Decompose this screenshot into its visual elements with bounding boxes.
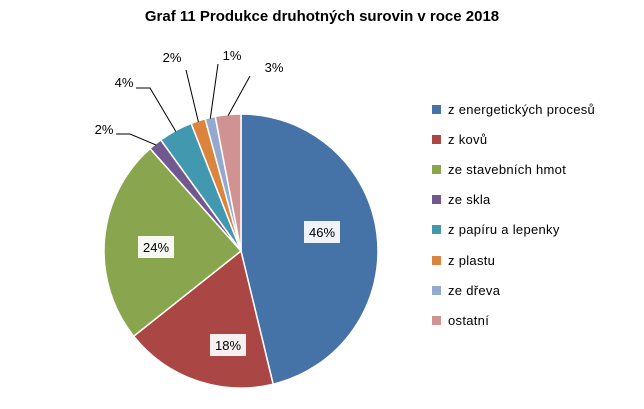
data-label-4: 4%: [115, 75, 134, 90]
leader-line-5: [185, 69, 199, 123]
legend-item-5: z plastu: [432, 245, 595, 275]
legend-label: ze skla: [448, 192, 491, 208]
chart-legend: z energetických procesů z kovů ze stavební…: [432, 94, 595, 336]
legend-swatch: [432, 285, 441, 295]
data-label-2: 24%: [138, 236, 174, 258]
legend-label: ostatní: [448, 312, 490, 328]
leader-line-4: [136, 87, 177, 132]
legend-swatch: [432, 104, 441, 114]
leader-line-3: [116, 133, 157, 146]
legend-item-3: ze skla: [432, 185, 595, 215]
legend-label: z energetických procesů: [448, 101, 596, 117]
legend-label: ze stavebních hmot: [448, 161, 567, 177]
legend-item-1: z kovů: [432, 124, 595, 154]
legend-label: ze dřeva: [448, 282, 501, 298]
chart-title: Graf 11 Produkce druhotných surovin v ro…: [144, 8, 500, 25]
leader-line-7: [227, 75, 251, 116]
pie-slice-7: [214, 113, 242, 252]
legend-swatch: [432, 134, 441, 144]
legend-swatch: [432, 164, 441, 174]
legend-item-4: z papíru a lepenky: [432, 215, 595, 245]
legend-swatch: [432, 225, 441, 235]
legend-swatch: [432, 315, 441, 325]
legend-swatch: [432, 195, 441, 205]
svg-text:24%: 24%: [143, 240, 169, 255]
data-label-0: 46%: [304, 221, 340, 243]
legend-swatch: [432, 255, 441, 265]
legend-label: z plastu: [448, 252, 496, 268]
data-label-6: 1%: [223, 48, 242, 63]
pie-slice-0: [240, 113, 379, 386]
legend-item-7: ostatní: [432, 305, 595, 335]
legend-label: z kovů: [448, 131, 488, 147]
data-label-7: 3%: [265, 60, 284, 75]
leader-line-6: [209, 63, 219, 119]
svg-text:46%: 46%: [309, 225, 335, 240]
data-label-5: 2%: [163, 50, 182, 65]
data-label-3: 2%: [95, 122, 114, 137]
svg-text:18%: 18%: [215, 338, 241, 353]
legend-item-2: ze stavebních hmot: [432, 154, 595, 184]
legend-item-6: ze dřeva: [432, 275, 595, 305]
legend-item-0: z energetických procesů: [432, 94, 595, 124]
data-label-1: 18%: [210, 334, 246, 356]
legend-label: z papíru a lepenky: [448, 222, 560, 238]
